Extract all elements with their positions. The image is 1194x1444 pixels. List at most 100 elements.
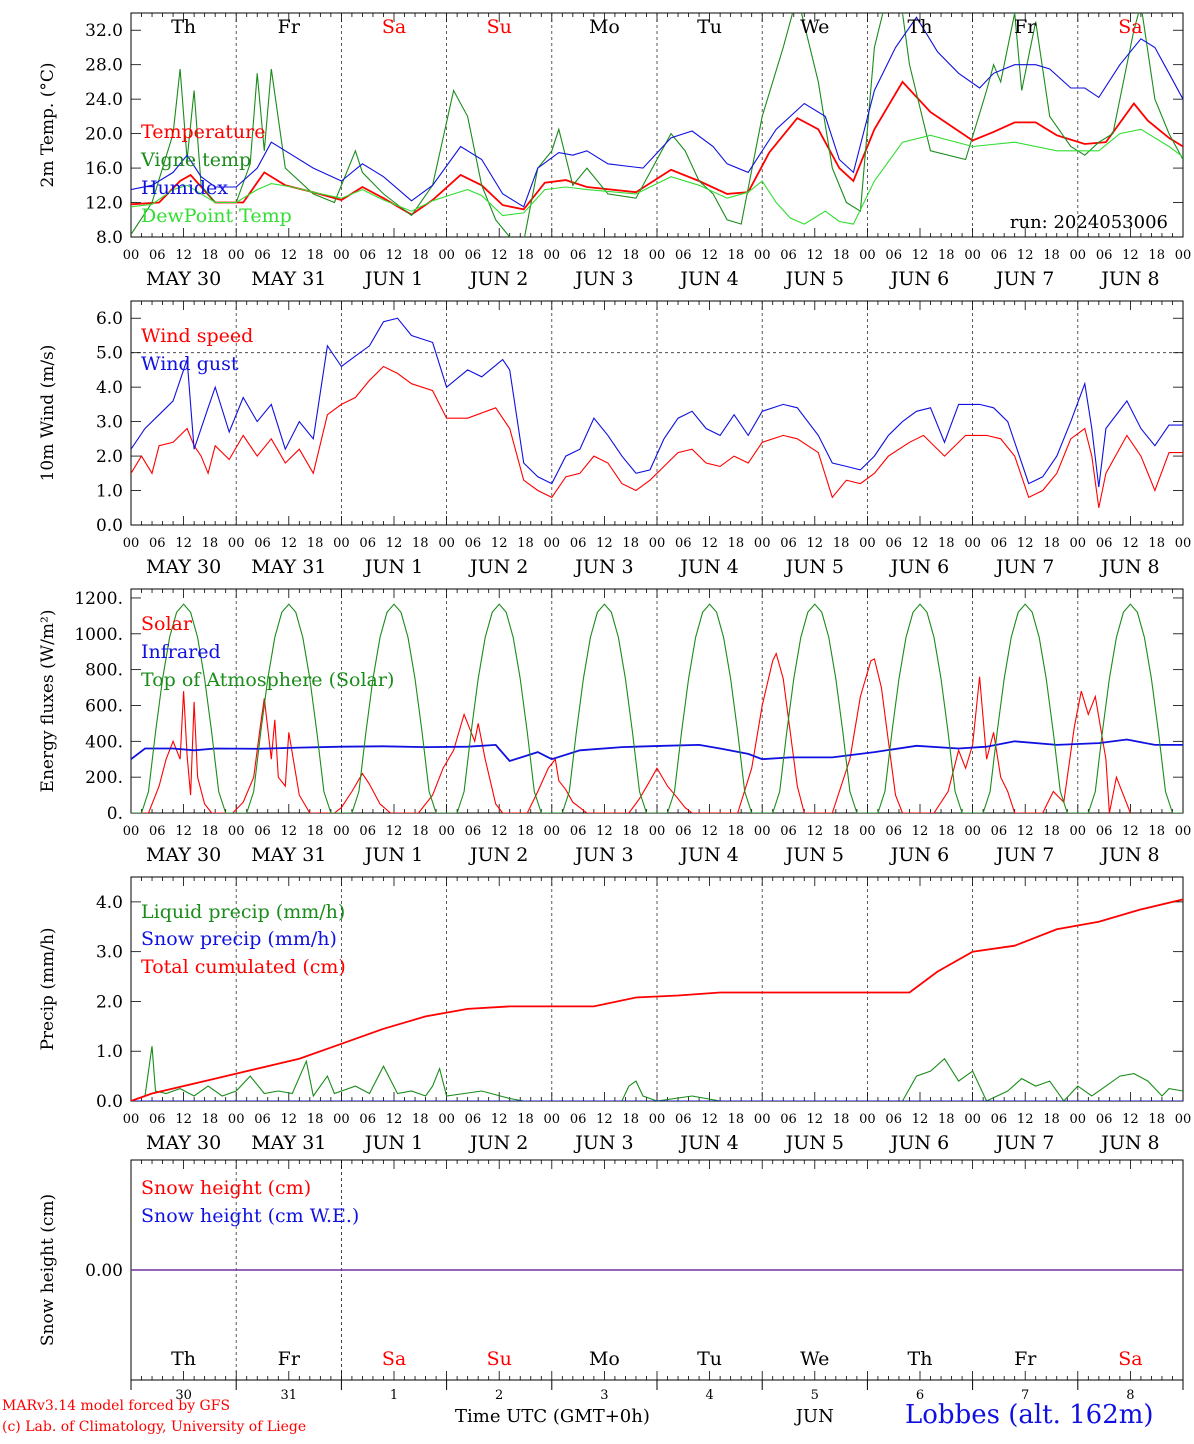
hour-label: 06 bbox=[780, 824, 797, 839]
hour-label: 12 bbox=[386, 1112, 403, 1127]
hour-label: 12 bbox=[701, 248, 718, 263]
legend-entry: Snow height (cm W.E.) bbox=[141, 1205, 359, 1227]
weekday-label-bottom: Tu bbox=[697, 1348, 722, 1370]
hour-label: 00 bbox=[438, 1112, 455, 1127]
hour-label: 18 bbox=[728, 248, 745, 263]
panel-4: 0.0 1.0 2.0 3.0 4.0 Precip (mm/h) Liquid preci… bbox=[38, 876, 1191, 1154]
date-label: MAY 31 bbox=[251, 268, 326, 290]
y-tick-label: 6.0 bbox=[96, 309, 123, 329]
bottom-day-number: 6 bbox=[916, 1388, 924, 1403]
hour-label: 12 bbox=[1122, 1112, 1139, 1127]
hour-label: 12 bbox=[807, 824, 824, 839]
hour-label: 12 bbox=[701, 1112, 718, 1127]
hour-label: 00 bbox=[123, 1112, 140, 1127]
hour-label: 12 bbox=[912, 824, 929, 839]
hour-label: 06 bbox=[149, 1112, 166, 1127]
hour-label: 00 bbox=[1070, 824, 1087, 839]
hour-label: 12 bbox=[596, 1112, 613, 1127]
hour-label: 06 bbox=[359, 1112, 376, 1127]
hour-label: 06 bbox=[465, 536, 482, 551]
hour-label: 18 bbox=[412, 536, 429, 551]
hour-label: 06 bbox=[675, 248, 692, 263]
legend-entry: Liquid precip (mm/h) bbox=[141, 901, 345, 923]
y-axis-label: 10m Wind (m/s) bbox=[38, 345, 58, 482]
panel-2: 0.0 1.0 2.0 3.0 4.0 5.0 6.0 10m Wind (m/s) Wind … bbox=[38, 300, 1192, 578]
hour-label: 06 bbox=[780, 536, 797, 551]
date-label: JUN 3 bbox=[573, 1132, 633, 1154]
hour-label: 12 bbox=[1122, 536, 1139, 551]
hour-label: 18 bbox=[833, 248, 850, 263]
date-label: JUN 3 bbox=[573, 556, 633, 578]
model-note: MARv3.14 model forced by GFS bbox=[2, 1398, 231, 1414]
legend-entry: Total cumulated (cm) bbox=[141, 956, 346, 978]
series-line-liquid-precip-mm-h- bbox=[131, 1046, 1183, 1101]
date-label: JUN 1 bbox=[363, 844, 423, 866]
hour-label: 12 bbox=[1017, 536, 1034, 551]
hour-label: 18 bbox=[622, 248, 639, 263]
station-title: Lobbes (alt. 162m) bbox=[905, 1400, 1154, 1430]
hour-label: 00 bbox=[1175, 536, 1192, 551]
date-label: JUN 3 bbox=[573, 268, 633, 290]
hour-label: 06 bbox=[675, 1112, 692, 1127]
date-label: MAY 30 bbox=[146, 1132, 221, 1154]
weekday-label: Mo bbox=[589, 16, 620, 38]
bottom-day-number: 8 bbox=[1126, 1388, 1134, 1403]
hour-label: 06 bbox=[359, 248, 376, 263]
weekday-label: Sa bbox=[1118, 16, 1142, 38]
hour-label: 12 bbox=[701, 824, 718, 839]
date-label: JUN 8 bbox=[1099, 268, 1159, 290]
hour-label: 18 bbox=[1043, 248, 1060, 263]
date-label: MAY 31 bbox=[251, 844, 326, 866]
hour-label: 00 bbox=[859, 1112, 876, 1127]
hour-label: 00 bbox=[754, 536, 771, 551]
hour-label: 18 bbox=[202, 1112, 219, 1127]
y-tick-label: 8.0 bbox=[96, 228, 123, 248]
hour-label: 06 bbox=[254, 248, 271, 263]
weekday-label-bottom: We bbox=[800, 1348, 829, 1370]
legend-entry: DewPoint Temp bbox=[141, 205, 292, 227]
hour-label: 12 bbox=[1017, 824, 1034, 839]
hour-label: 12 bbox=[386, 536, 403, 551]
panel-5: 0.00 Snow height (cm) Snow height (cm) Snow… bbox=[38, 1159, 1184, 1381]
hour-label: 00 bbox=[333, 248, 350, 263]
y-tick-label: 0.0 bbox=[96, 1092, 123, 1112]
hour-label: 06 bbox=[254, 536, 271, 551]
date-label: JUN 6 bbox=[889, 556, 949, 578]
bottom-day-number: 2 bbox=[495, 1388, 503, 1403]
weekday-label-bottom: Su bbox=[487, 1348, 512, 1370]
hour-label: 12 bbox=[491, 1112, 508, 1127]
hour-label: 00 bbox=[123, 824, 140, 839]
hour-label: 06 bbox=[254, 1112, 271, 1127]
hour-label: 18 bbox=[1148, 248, 1165, 263]
hour-label: 00 bbox=[754, 1112, 771, 1127]
plot-frame bbox=[130, 588, 1184, 814]
hour-label: 06 bbox=[991, 1112, 1008, 1127]
hour-label: 18 bbox=[1043, 536, 1060, 551]
weekday-label: Th bbox=[908, 16, 933, 38]
hour-label: 18 bbox=[833, 1112, 850, 1127]
y-tick-label: 400. bbox=[85, 732, 123, 752]
y-tick-label: 800. bbox=[85, 661, 123, 681]
series-line-total-cumulated-cm- bbox=[131, 898, 1183, 1101]
hour-label: 12 bbox=[807, 248, 824, 263]
y-tick-label: 200. bbox=[85, 768, 123, 788]
y-tick-label: 600. bbox=[85, 696, 123, 716]
bottom-day-number: 7 bbox=[1021, 1388, 1029, 1403]
legend-entry: Snow precip (mm/h) bbox=[141, 928, 337, 950]
hour-label: 12 bbox=[281, 1112, 298, 1127]
legend-entry: Humidex bbox=[141, 177, 228, 199]
y-tick-label: 2.0 bbox=[96, 992, 123, 1012]
hour-label: 00 bbox=[228, 248, 245, 263]
date-label: JUN 5 bbox=[784, 556, 844, 578]
date-label: JUN 8 bbox=[1099, 844, 1159, 866]
hour-label: 00 bbox=[544, 536, 561, 551]
hour-label: 00 bbox=[754, 248, 771, 263]
hour-label: 06 bbox=[359, 536, 376, 551]
hour-label: 00 bbox=[859, 536, 876, 551]
date-label: JUN 6 bbox=[889, 1132, 949, 1154]
y-tick-label: 24.0 bbox=[85, 90, 123, 110]
copyright-note: (c) Lab. of Climatology, University of L… bbox=[2, 1419, 307, 1435]
x-axis-title: Time UTC (GMT+0h) bbox=[455, 1406, 650, 1427]
